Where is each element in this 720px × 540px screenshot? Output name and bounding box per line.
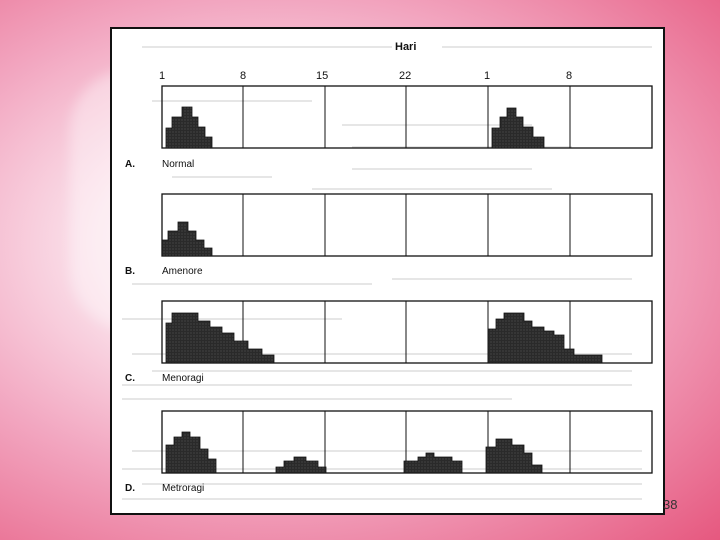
day-label: 15 <box>316 70 328 82</box>
row-label: Amenore <box>162 266 203 277</box>
bleeding-block <box>165 431 217 474</box>
bleeding-block <box>403 452 463 474</box>
bleeding-block <box>487 312 603 364</box>
week-dividers <box>242 194 571 256</box>
scanned-diagram: Hari 1 8 15 22 1 8 A. Normal <box>110 27 665 515</box>
row-label: Menoragi <box>162 373 204 384</box>
bleeding-block <box>485 438 543 474</box>
bleeding-block <box>165 312 275 364</box>
bleeding-block <box>165 106 213 149</box>
day-label: 1 <box>159 70 165 82</box>
bleeding-block <box>491 107 545 149</box>
row-normal: A. Normal <box>125 85 653 170</box>
row-amenore: B. Amenore <box>125 193 653 277</box>
row-label: Normal <box>162 159 194 170</box>
row-letter: C. <box>125 373 135 384</box>
strip-frame <box>161 85 653 149</box>
day-label: 8 <box>240 70 246 82</box>
day-label: 8 <box>566 70 572 82</box>
row-letter: A. <box>125 159 135 170</box>
strip-frame <box>161 300 653 364</box>
row-menoragi: C. Menoragi <box>125 300 653 384</box>
row-metroragi: D. Metroragi <box>125 410 653 494</box>
day-axis: 1 8 15 22 1 8 <box>159 70 572 82</box>
bleeding-block <box>275 456 327 474</box>
row-letter: D. <box>125 483 135 494</box>
day-label: 1 <box>484 70 490 82</box>
strip-frame <box>161 193 653 257</box>
bleed-through-text <box>122 46 652 500</box>
menstrual-pattern-diagram: Hari 1 8 15 22 1 8 A. Normal <box>122 41 653 500</box>
page-number: 38 <box>663 497 678 512</box>
week-dividers <box>242 86 571 148</box>
row-letter: B. <box>125 266 135 277</box>
day-label: 22 <box>399 70 411 82</box>
hari-title: Hari <box>395 41 416 53</box>
bleeding-block <box>161 221 213 257</box>
row-label: Metroragi <box>162 483 204 494</box>
